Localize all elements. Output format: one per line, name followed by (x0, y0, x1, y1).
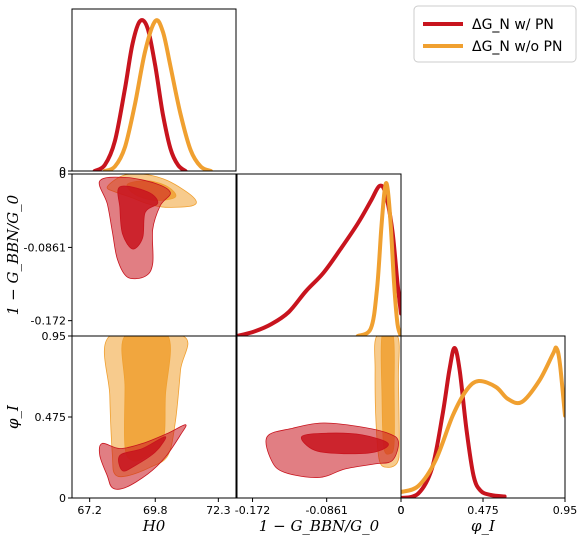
x-axis-label-phi-i: φ_I (471, 517, 496, 535)
y-tick-label: 0.475 (35, 411, 67, 424)
x-tick-label: 72.3 (206, 504, 231, 517)
contour-panel-h0-g_bbn (98, 174, 197, 280)
y-tick-label: -0.172 (31, 315, 66, 328)
x-tick-label: 69.8 (143, 504, 168, 517)
marginal-phi-i (401, 345, 565, 498)
y-tick-label: 0.95 (42, 330, 67, 343)
x-tick-label: 67.2 (77, 504, 102, 517)
y-tick-label: 0 (59, 165, 66, 178)
x-tick-label: 0 (398, 504, 405, 517)
y-axis-label-g-bbn: 1 − G_BBN/G_0 (4, 194, 22, 315)
contour-panel-g_bbn-phi_i (265, 336, 400, 478)
x-tick-label: 0.475 (467, 504, 499, 517)
contour-with-pn-inner (118, 436, 167, 472)
y-axis-label-phi-i: φ_I (4, 404, 22, 429)
contour-panel-h0-phi_i (98, 336, 189, 490)
marginal-g-bbn (237, 181, 401, 336)
marginal-curve-without-pn (401, 345, 565, 494)
x-tick-label: 0 (398, 504, 405, 517)
legend: ΔG_N w/ PN ΔG_N w/o PN (413, 5, 577, 63)
panel-frame (400, 335, 566, 499)
x-tick-label: -0.0861 (305, 504, 347, 517)
marginal-curve-with-pn (237, 183, 401, 336)
legend-label-without-pn: ΔG_N w/o PN (472, 39, 562, 55)
marginal-curve-with-pn (92, 18, 188, 171)
x-axis-label-g-bbn: 1 − G_BBN/G_0 (259, 517, 380, 535)
x-tick-label: -0.172 (235, 504, 270, 517)
marginal-h0 (92, 18, 213, 171)
panel-frame (71, 8, 237, 172)
x-axis-label-h0: H0 (142, 517, 166, 535)
marginal-curve-without-pn (102, 18, 213, 171)
contour-with-pn-inner (300, 432, 389, 455)
y-tick-label: 0 (59, 168, 66, 181)
y-tick-label: -0.0861 (24, 241, 66, 254)
y-tick-label: 0 (59, 492, 66, 505)
x-tick-label: 0.95 (553, 504, 578, 517)
marginal-curve-without-pn (355, 181, 401, 336)
contour-with-pn-inner (117, 185, 159, 250)
marginal-curve-with-pn (401, 346, 507, 498)
legend-label-with-pn: ΔG_N w/ PN (472, 17, 554, 33)
